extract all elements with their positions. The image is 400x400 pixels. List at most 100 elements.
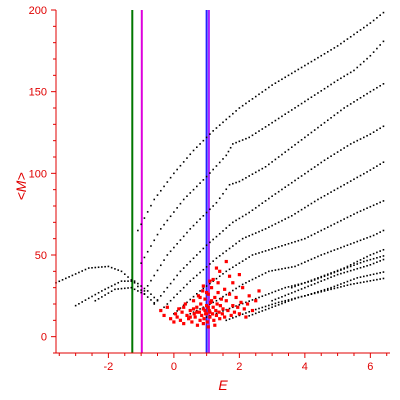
- black-point: [173, 313, 175, 315]
- black-point: [274, 223, 277, 225]
- black-point: [363, 208, 365, 211]
- black-point: [58, 280, 61, 283]
- black-point: [199, 182, 201, 184]
- black-point: [179, 202, 182, 205]
- black-point: [307, 98, 309, 101]
- black-point: [359, 266, 362, 269]
- black-point: [268, 292, 270, 295]
- black-point: [264, 166, 267, 168]
- black-point: [245, 258, 247, 260]
- black-point: [284, 218, 287, 220]
- black-point: [245, 236, 247, 239]
- black-point: [382, 83, 385, 85]
- black-point: [290, 299, 293, 301]
- black-point: [346, 265, 349, 268]
- black-point: [300, 295, 303, 298]
- black-point: [372, 257, 375, 260]
- black-point: [215, 201, 218, 204]
- black-point: [379, 271, 381, 274]
- black-point: [186, 195, 188, 197]
- black-point: [363, 172, 365, 175]
- black-point: [284, 301, 287, 304]
- black-point: [186, 264, 188, 266]
- black-point: [307, 204, 309, 207]
- black-point: [281, 302, 283, 305]
- red-point: [227, 274, 232, 278]
- black-point: [323, 52, 326, 55]
- black-point: [65, 277, 67, 280]
- black-point: [346, 105, 349, 107]
- black-point: [382, 11, 385, 14]
- black-point: [304, 64, 306, 67]
- black-point: [340, 77, 342, 80]
- black-point: [274, 290, 277, 293]
- red-point: [231, 304, 235, 308]
- black-point: [353, 69, 355, 72]
- black-point: [304, 206, 306, 209]
- black-point: [379, 14, 381, 17]
- black-point: [333, 153, 336, 155]
- black-point: [340, 286, 342, 288]
- red-point: [219, 297, 223, 301]
- black-point: [281, 153, 283, 156]
- black-point: [382, 271, 385, 273]
- black-point: [241, 237, 244, 240]
- black-point: [294, 290, 296, 293]
- black-point: [137, 285, 139, 288]
- black-point: [363, 281, 365, 283]
- black-point: [176, 243, 178, 245]
- black-point: [205, 266, 208, 268]
- black-point: [294, 212, 296, 215]
- black-point: [225, 293, 228, 296]
- black-point: [81, 270, 83, 272]
- black-point: [372, 273, 375, 276]
- axes: [55, 10, 390, 354]
- black-point: [313, 279, 316, 281]
- red-point: [182, 305, 186, 309]
- black-point: [300, 262, 303, 265]
- black-point: [215, 277, 218, 280]
- red-point: [198, 295, 202, 300]
- black-point: [258, 307, 260, 310]
- black-point: [228, 268, 231, 271]
- red-point: [224, 299, 228, 303]
- black-point: [310, 131, 313, 134]
- red-point: [203, 308, 207, 313]
- black-point: [225, 270, 228, 273]
- black-point: [209, 208, 211, 211]
- black-point: [356, 99, 359, 101]
- red-point: [242, 307, 246, 311]
- black-point: [363, 94, 365, 97]
- black-point: [323, 274, 326, 277]
- black-point: [274, 269, 277, 271]
- red-point: [237, 273, 241, 277]
- red-point: [196, 294, 201, 298]
- black-point: [274, 193, 277, 195]
- black-point: [297, 296, 300, 299]
- black-point: [287, 74, 290, 77]
- black-point: [290, 181, 293, 184]
- red-point: [173, 312, 178, 316]
- black-point: [379, 44, 381, 46]
- black-point: [320, 290, 323, 293]
- black-point: [78, 271, 80, 274]
- black-point: [264, 305, 267, 308]
- black-point: [251, 299, 254, 301]
- black-point: [297, 239, 300, 242]
- red-point: [229, 313, 233, 318]
- red-point: [208, 315, 212, 319]
- black-point: [317, 56, 319, 59]
- black-point: [137, 282, 139, 285]
- black-point: [238, 240, 241, 242]
- black-point: [336, 286, 339, 289]
- black-point: [104, 288, 106, 291]
- black-point: [205, 175, 208, 178]
- black-point: [137, 229, 139, 232]
- black-point: [189, 153, 192, 156]
- black-point: [320, 289, 323, 292]
- black-point: [133, 288, 136, 291]
- black-point: [323, 290, 326, 292]
- black-point: [343, 268, 345, 270]
- black-point: [320, 280, 323, 282]
- black-point: [346, 284, 349, 287]
